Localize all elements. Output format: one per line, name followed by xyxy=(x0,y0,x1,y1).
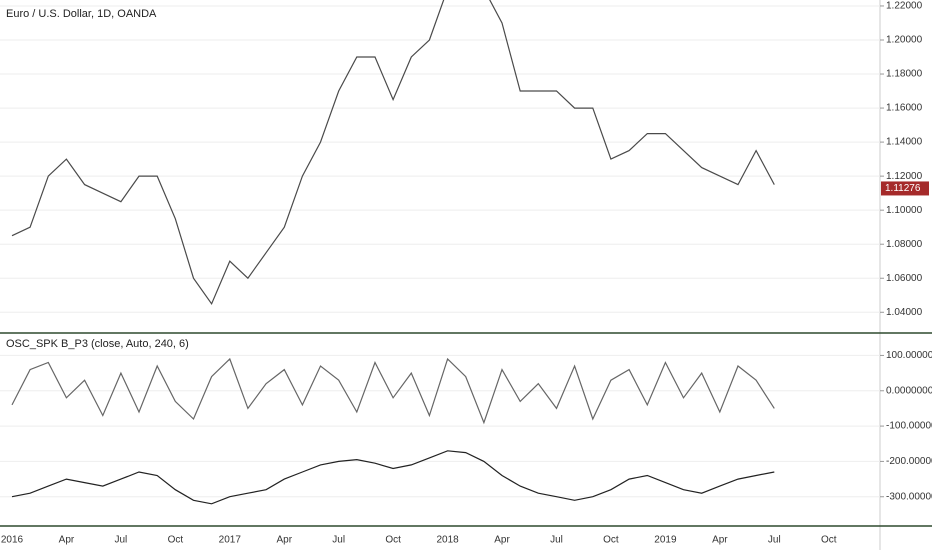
y-tick-label: 1.22000 xyxy=(886,1,923,12)
x-tick-label: 2018 xyxy=(436,535,459,546)
y-tick-label: 100.00000000 xyxy=(886,350,932,361)
x-tick-label: 2019 xyxy=(654,535,677,546)
x-tick-label: 2017 xyxy=(219,535,242,546)
x-tick-label: Apr xyxy=(712,535,728,546)
y-tick-label: 0.00000000 xyxy=(886,385,932,396)
last-price-label: 1.11276 xyxy=(885,183,921,194)
y-tick-label: 1.04000 xyxy=(886,307,923,318)
x-tick-label: Oct xyxy=(385,535,401,546)
plot-area xyxy=(11,0,775,306)
indicator-title: OSC_SPK B_P3 (close, Auto, 240, 6) xyxy=(6,338,189,350)
y-tick-label: 1.16000 xyxy=(886,103,923,114)
y-tick-label: 1.10000 xyxy=(886,205,923,216)
x-tick-label: Oct xyxy=(168,535,184,546)
y-tick-label: 1.06000 xyxy=(886,273,923,284)
y-tick-label: 1.08000 xyxy=(886,239,923,250)
data-line xyxy=(11,0,775,306)
chart-title: Euro / U.S. Dollar, 1D, OANDA xyxy=(6,8,157,20)
x-tick-label: Oct xyxy=(603,535,619,546)
y-tick-label: 1.20000 xyxy=(886,35,923,46)
y-tick-label: -200.00000000 xyxy=(886,456,932,467)
y-tick-label: 1.18000 xyxy=(886,69,923,80)
x-tick-label: Apr xyxy=(276,535,292,546)
last-price-box xyxy=(881,181,929,196)
x-tick-label: Apr xyxy=(59,535,75,546)
y-tick-label: -300.00000000 xyxy=(886,491,932,502)
plot-area xyxy=(11,357,775,505)
y-tick-label: -100.00000000 xyxy=(886,421,932,432)
x-tick-label: Oct xyxy=(821,535,837,546)
x-tick-label: Jul xyxy=(768,535,781,546)
x-tick-label: 2016 xyxy=(1,535,24,546)
x-tick-label: Jul xyxy=(115,535,128,546)
x-tick-label: Jul xyxy=(550,535,563,546)
x-tick-label: Apr xyxy=(494,535,510,546)
y-tick-label: 1.12000 xyxy=(886,171,923,182)
data-line xyxy=(11,450,775,505)
data-line xyxy=(11,357,775,425)
x-tick-label: Jul xyxy=(332,535,345,546)
y-tick-label: 1.14000 xyxy=(886,137,923,148)
